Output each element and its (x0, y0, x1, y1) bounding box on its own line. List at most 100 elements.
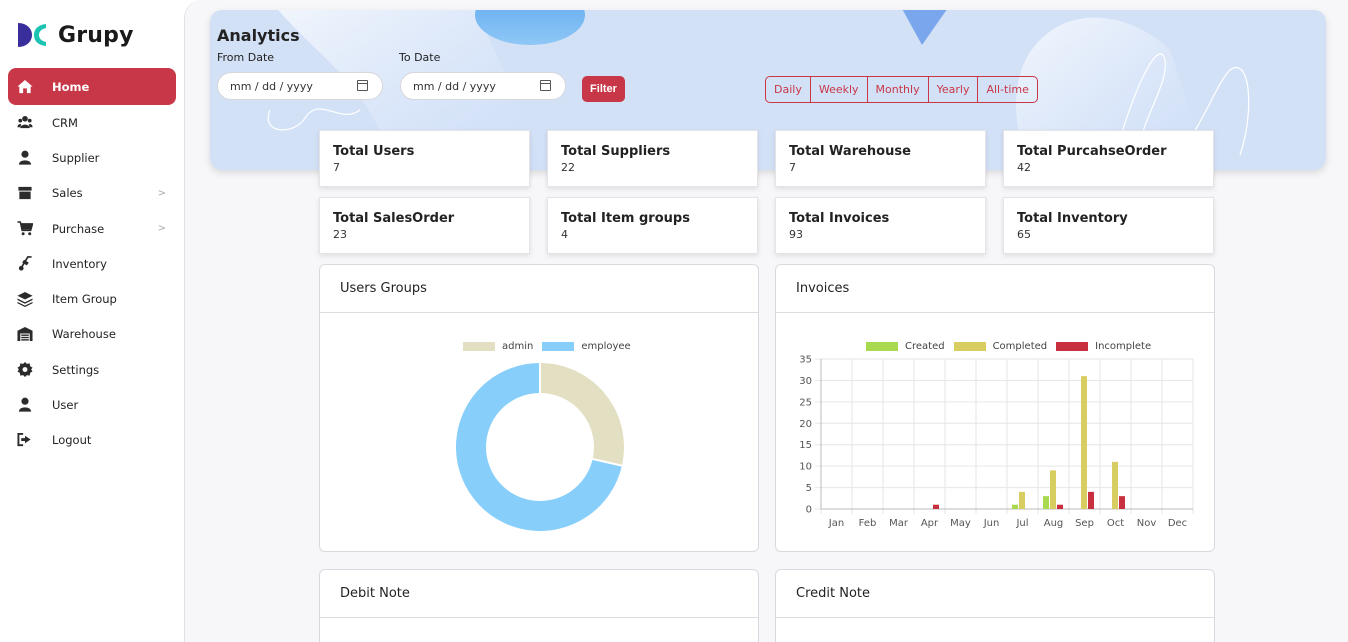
stat-title: Total Item groups (561, 211, 690, 226)
app-name: Grupy (58, 22, 134, 48)
stat-value: 7 (789, 161, 796, 174)
x-tick-label: Nov (1137, 518, 1157, 529)
x-tick-label: May (950, 518, 971, 529)
stat-card-total-salesorder[interactable]: Total SalesOrder 23 (319, 197, 530, 254)
donut-slice-employee[interactable] (454, 360, 625, 533)
bar-incomplete-apr[interactable] (933, 504, 939, 509)
user-icon (16, 150, 34, 166)
app-logo[interactable]: Grupy (16, 20, 134, 50)
sidebar-item-inventory[interactable]: Inventory (8, 246, 176, 281)
x-tick-label: Dec (1168, 518, 1187, 529)
sidebar-item-home[interactable]: Home (8, 68, 176, 105)
to-date-label: To Date (399, 51, 441, 64)
analytics-title: Analytics (217, 26, 300, 45)
sidebar-item-label: Sales (52, 186, 83, 201)
sidebar-item-user[interactable]: User (8, 387, 176, 422)
legend-swatch (463, 342, 495, 351)
stat-value: 93 (789, 228, 803, 241)
sidebar-item-purchase[interactable]: Purchase > (8, 211, 176, 246)
legend-swatch (866, 342, 898, 351)
dolly-icon (16, 255, 34, 272)
legend-label: Incomplete (1095, 341, 1152, 352)
bar-created-jul[interactable] (1012, 504, 1018, 509)
sidebar-item-settings[interactable]: Settings (8, 352, 176, 387)
chevron-right-icon: > (157, 187, 166, 199)
y-tick-label: 0 (806, 505, 812, 516)
legend-label: admin (502, 341, 534, 352)
range-weekly-button[interactable]: Weekly (811, 77, 868, 102)
legend-item-completed[interactable]: Completed (953, 341, 1047, 352)
bar-completed-oct[interactable] (1112, 461, 1118, 509)
y-tick-label: 15 (799, 440, 812, 451)
stat-title: Total Users (333, 144, 415, 159)
sidebar-item-label: User (52, 398, 79, 413)
bar-incomplete-sep[interactable] (1088, 491, 1094, 509)
y-tick-label: 30 (799, 376, 812, 387)
from-date-label: From Date (217, 51, 275, 64)
debit-note-title: Debit Note (320, 570, 758, 618)
credit-note-panel: Credit Note (775, 569, 1215, 642)
stat-value: 4 (561, 228, 568, 241)
bar-completed-aug[interactable] (1050, 470, 1056, 509)
range-all-time-button[interactable]: All-time (986, 83, 1029, 96)
stat-card-total-suppliers[interactable]: Total Suppliers 22 (547, 130, 758, 187)
x-tick-label: Sep (1075, 518, 1094, 529)
stat-title: Total SalesOrder (333, 211, 455, 226)
sidebar-item-supplier[interactable]: Supplier (8, 140, 176, 175)
stat-card-total-users[interactable]: Total Users 7 (319, 130, 530, 187)
stat-card-total-invoices[interactable]: Total Invoices 93 (775, 197, 986, 254)
stat-value: 42 (1017, 161, 1031, 174)
sidebar-item-crm[interactable]: CRM (8, 105, 176, 140)
from-date-input[interactable]: mm / dd / yyyy (217, 72, 383, 100)
stat-card-total-warehouse[interactable]: Total Warehouse 7 (775, 130, 986, 187)
stat-title: Total Suppliers (561, 144, 671, 159)
stat-value: 65 (1017, 228, 1031, 241)
bar-completed-sep[interactable] (1081, 376, 1087, 509)
stat-card-total-item-groups[interactable]: Total Item groups 4 (547, 197, 758, 254)
bar-completed-jul[interactable] (1019, 491, 1025, 509)
y-tick-label: 35 (799, 355, 812, 366)
range-yearly-button[interactable]: Yearly (929, 77, 979, 102)
legend-label: Created (905, 341, 945, 352)
legend-item-admin[interactable]: admin (463, 341, 533, 352)
to-date-input[interactable]: mm / dd / yyyy (400, 72, 566, 100)
range-daily-button[interactable]: Daily (766, 77, 811, 102)
cart-icon (16, 220, 34, 237)
bar-incomplete-oct[interactable] (1119, 496, 1125, 509)
x-tick-label: Apr (921, 518, 939, 529)
credit-note-title: Credit Note (776, 570, 1214, 618)
sidebar: Grupy Home CRM Supplier Sales > Purchase > Inve… (0, 0, 185, 642)
calendar-icon[interactable] (357, 80, 368, 91)
stat-value: 23 (333, 228, 347, 241)
sidebar-item-warehouse[interactable]: Warehouse (8, 317, 176, 352)
sidebar-item-item-group[interactable]: Item Group (8, 281, 176, 316)
sidebar-item-sales[interactable]: Sales > (8, 176, 176, 211)
stat-card-total-inventory[interactable]: Total Inventory 65 (1003, 197, 1214, 254)
sidebar-item-label: Warehouse (52, 327, 116, 342)
bar-created-aug[interactable] (1043, 496, 1049, 509)
legend-item-incomplete[interactable]: Incomplete (1056, 341, 1151, 352)
sidebar-item-logout[interactable]: Logout (8, 423, 176, 458)
users-icon (16, 115, 34, 131)
donut-slice-admin[interactable] (539, 360, 626, 468)
sidebar-item-label: CRM (52, 115, 78, 130)
stat-value: 7 (333, 161, 340, 174)
bar-incomplete-aug[interactable] (1057, 504, 1063, 509)
range-monthly-button[interactable]: Monthly (868, 77, 929, 102)
chevron-right-icon: > (157, 223, 166, 235)
x-tick-label: Jan (828, 518, 844, 529)
logout-icon (16, 432, 34, 448)
users-groups-donut-chart (454, 360, 626, 533)
stat-title: Total Invoices (789, 211, 890, 226)
legend-item-employee[interactable]: employee (542, 341, 631, 352)
calendar-icon[interactable] (540, 80, 551, 91)
x-tick-label: Jul (1015, 518, 1028, 529)
legend-item-created[interactable]: Created (866, 341, 945, 352)
sidebar-nav: Home CRM Supplier Sales > Purchase > Inventory I… (8, 68, 176, 458)
box-icon (16, 185, 34, 201)
filter-button[interactable]: Filter (582, 76, 625, 102)
sidebar-item-label: Supplier (52, 150, 100, 165)
stat-card-total-purcahseorder[interactable]: Total PurcahseOrder 42 (1003, 130, 1214, 187)
time-range-group: Daily Weekly Monthly Yearly All-time (765, 76, 1038, 103)
x-tick-label: Feb (859, 518, 877, 529)
